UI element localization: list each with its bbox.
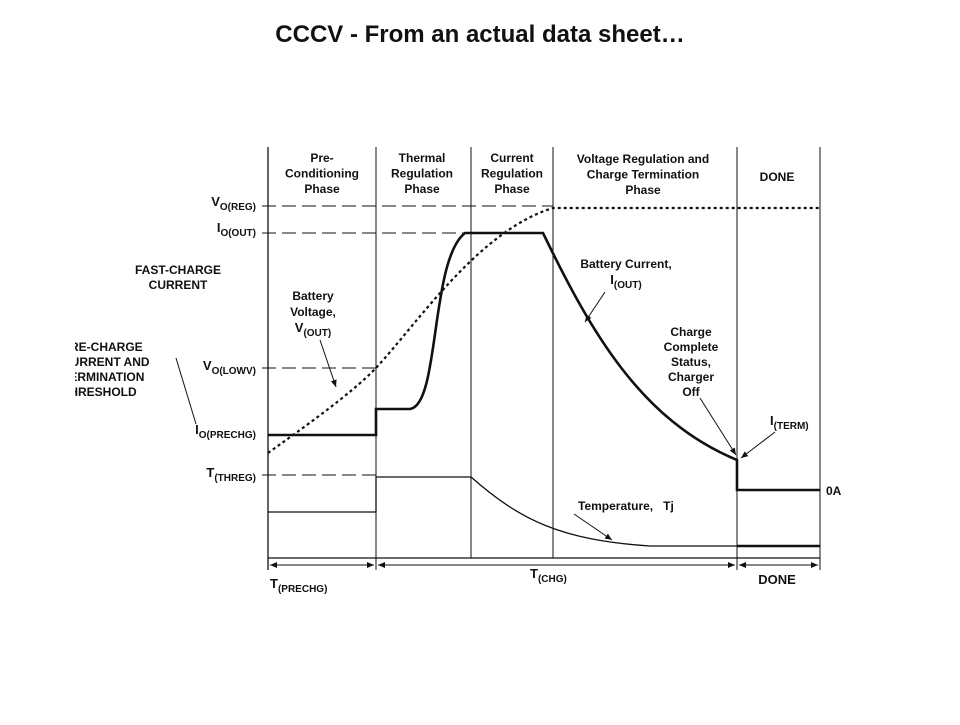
phase-label: Phase [404,182,440,196]
level-label: IO(OUT) [217,220,256,239]
phase-label: Thermal [399,151,446,165]
label-main: T [206,465,214,480]
level-label: IO(PRECHG) [195,422,256,441]
annotation: I(OUT) [610,272,641,291]
annotation: PRE-CHARGE [62,340,143,354]
phase-label: Regulation [481,167,543,181]
phase-label: Current [490,151,533,165]
label-sub: O(PRECHG) [199,430,256,441]
annotation: CURRENT AND [62,355,150,369]
annotation: Status, [671,355,711,369]
annotation: Battery Current, [580,257,671,271]
level-label: T(THREG) [206,465,256,484]
label-sub: O(OUT) [220,228,256,239]
label-sub: O(LOWV) [212,366,256,377]
duration-label: T(CHG) [530,566,567,585]
label-main: I [195,422,199,437]
phase-label: Conditioning [285,167,359,181]
label-main: DONE [758,572,796,587]
label-sub: (OUT) [303,328,331,339]
annotation: Off [682,385,700,399]
annotation: THRESHOLD [62,385,137,399]
label-sub: (PRECHG) [278,584,327,595]
diagram-labels: Pre-ConditioningPhaseThermalRegulationPh… [62,151,842,595]
phase-label: Regulation [391,167,453,181]
label-sub: (OUT) [614,280,642,291]
annotation: Complete [664,340,719,354]
label-main: T [270,576,278,591]
phase-label: Voltage Regulation and [577,152,709,166]
annotation: Temperature, Tj [578,499,674,513]
annotation: Voltage, [290,305,336,319]
annotation: CURRENT [149,278,208,292]
slide-title: CCCV - From an actual data sheet… [275,21,684,48]
label-main: T [530,566,538,581]
diagram-frame [175,147,821,570]
duration-label: T(PRECHG) [270,576,327,595]
duration-label: DONE [758,572,796,587]
level-label: VO(REG) [211,194,256,213]
phase-label: Pre- [310,151,333,165]
label-main: I [610,272,614,287]
label-sub: (CHG) [538,574,567,585]
label-sub: O(REG) [220,202,256,213]
label-main: V [203,358,212,373]
phase-label: DONE [760,170,795,184]
phase-label: Phase [494,182,530,196]
phase-label: Charge Termination [587,168,699,182]
annotation: V(OUT) [295,320,331,339]
label-sub: (THREG) [214,473,256,484]
annotation: I(TERM) [770,413,809,432]
annotation: TERMINATION [62,370,144,384]
annotation: 0A [826,484,842,498]
label-main: V [211,194,220,209]
annotation: Charge [670,325,712,339]
annotation: FAST-CHARGE [135,263,221,277]
annotation: Charger [668,370,714,384]
label-main: I [770,413,774,428]
annotation: Battery [292,289,334,303]
label-main: V [295,320,304,335]
phase-label: Phase [625,183,661,197]
level-label: VO(LOWV) [203,358,256,377]
label-main: I [217,220,221,235]
phase-label: Phase [304,182,340,196]
label-sub: (TERM) [774,421,809,432]
